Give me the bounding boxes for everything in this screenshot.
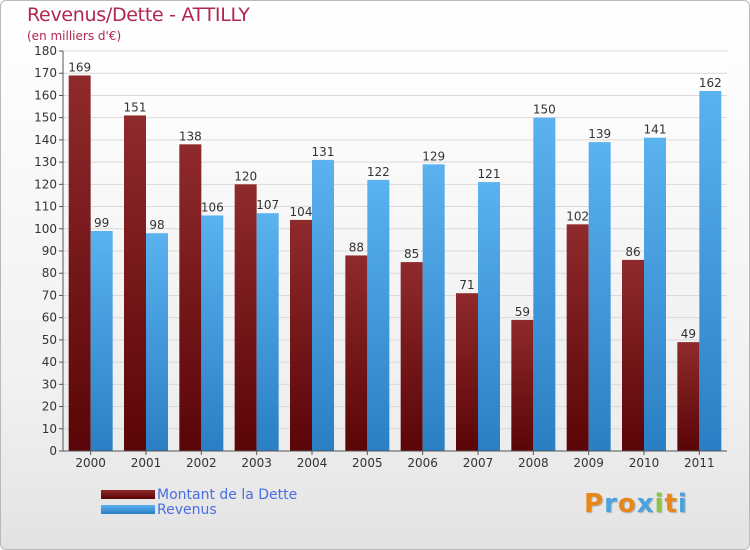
bar-revenus: [699, 91, 722, 451]
bar-revenus: [644, 137, 666, 451]
x-tick-label: 2007: [463, 456, 494, 470]
logo-letter: P: [584, 489, 605, 519]
data-label-revenus: 99: [94, 216, 109, 230]
bar-revenus: [478, 182, 500, 451]
logo-letter: t: [664, 489, 678, 519]
bar-revenus: [588, 142, 611, 451]
y-tick-label: 60: [42, 311, 57, 325]
data-label-revenus: 107: [256, 198, 279, 212]
x-tick-label: 2000: [75, 456, 106, 470]
data-label-revenus: 129: [422, 149, 445, 163]
legend-label-debt: Montant de la Dette: [157, 486, 298, 503]
bar-debt: [124, 115, 146, 451]
logo-letter: i: [677, 489, 688, 519]
bar-debt: [234, 184, 257, 452]
x-tick-label: 2011: [684, 456, 715, 470]
data-label-debt: 151: [124, 100, 147, 114]
bar-debt: [68, 75, 91, 451]
data-label-debt: 49: [681, 327, 696, 341]
data-label-debt: 86: [625, 245, 640, 259]
y-tick-label: 140: [34, 133, 57, 147]
x-tick-label: 2004: [297, 456, 328, 470]
y-tick-label: 180: [34, 44, 57, 58]
bar-debt: [622, 259, 644, 451]
bar-revenus: [367, 179, 390, 451]
data-label-debt: 138: [179, 129, 202, 143]
data-label-revenus: 131: [312, 145, 335, 159]
x-tick-label: 2008: [518, 456, 549, 470]
bar-revenus: [256, 213, 279, 451]
bar-debt: [345, 255, 368, 451]
legend-swatch-debt: [101, 490, 155, 499]
proxiti-logo: Proxiti: [584, 489, 688, 519]
y-tick-label: 170: [34, 66, 57, 80]
y-tick-label: 80: [42, 266, 57, 280]
data-label-revenus: 162: [699, 76, 722, 90]
legend-item-revenus: Revenus: [101, 502, 297, 517]
chart-subtitle: (en milliers d'€): [27, 29, 122, 43]
data-label-revenus: 139: [588, 127, 611, 141]
data-label-debt: 104: [290, 205, 313, 219]
data-label-revenus: 106: [201, 200, 224, 214]
bar-debt: [179, 144, 202, 452]
legend-item-debt: Montant de la Dette: [101, 487, 297, 502]
x-tick-label: 2001: [131, 456, 162, 470]
y-tick-label: 70: [42, 288, 57, 302]
bar-debt: [511, 319, 534, 451]
bar-revenus: [422, 164, 445, 452]
bar-revenus: [90, 231, 113, 451]
x-tick-label: 2002: [186, 456, 217, 470]
data-label-debt: 102: [566, 209, 589, 223]
x-tick-label: 2010: [629, 456, 660, 470]
y-tick-label: 20: [42, 400, 57, 414]
data-label-debt: 88: [349, 240, 364, 254]
bar-debt: [566, 224, 589, 451]
legend: Montant de la Dette Revenus: [101, 487, 297, 517]
data-label-debt: 169: [68, 60, 91, 74]
logo-letter: o: [617, 489, 637, 519]
bar-debt: [677, 342, 700, 451]
data-label-debt: 71: [459, 278, 474, 292]
bar-revenus: [201, 215, 224, 451]
logo-letter: x: [636, 489, 655, 519]
y-tick-label: 50: [42, 333, 57, 347]
x-tick-label: 2003: [241, 456, 272, 470]
y-tick-label: 130: [34, 155, 57, 169]
logo-letter: i: [654, 489, 665, 519]
y-tick-label: 150: [34, 111, 57, 125]
bar-revenus: [146, 233, 168, 451]
logo-letter: r: [604, 489, 618, 519]
y-tick-label: 120: [34, 177, 57, 191]
y-tick-label: 10: [42, 422, 57, 436]
data-label-revenus: 150: [533, 103, 556, 117]
chart-title: Revenus/Dette - ATTILLY: [27, 4, 250, 26]
x-tick-label: 2005: [352, 456, 383, 470]
y-tick-label: 160: [34, 88, 57, 102]
legend-swatch-revenus: [101, 505, 155, 514]
y-tick-label: 110: [34, 200, 57, 214]
y-tick-label: 30: [42, 377, 57, 391]
data-label-revenus: 98: [149, 218, 164, 232]
legend-label-revenus: Revenus: [157, 501, 217, 518]
x-tick-label: 2006: [407, 456, 438, 470]
x-tick-label: 2009: [573, 456, 604, 470]
bar-revenus: [533, 117, 556, 452]
y-tick-label: 40: [42, 355, 57, 369]
y-tick-label: 90: [42, 244, 57, 258]
data-label-debt: 120: [234, 169, 257, 183]
y-tick-label: 0: [49, 444, 57, 458]
data-label-revenus: 122: [367, 165, 390, 179]
data-label-revenus: 141: [644, 123, 667, 137]
data-label-revenus: 121: [478, 167, 501, 181]
bar-debt: [290, 219, 312, 451]
y-tick-label: 100: [34, 222, 57, 236]
bar-revenus: [312, 159, 334, 451]
bar-debt: [456, 293, 478, 451]
bar-debt: [400, 262, 423, 451]
data-label-debt: 59: [515, 305, 530, 319]
data-label-debt: 85: [404, 247, 419, 261]
